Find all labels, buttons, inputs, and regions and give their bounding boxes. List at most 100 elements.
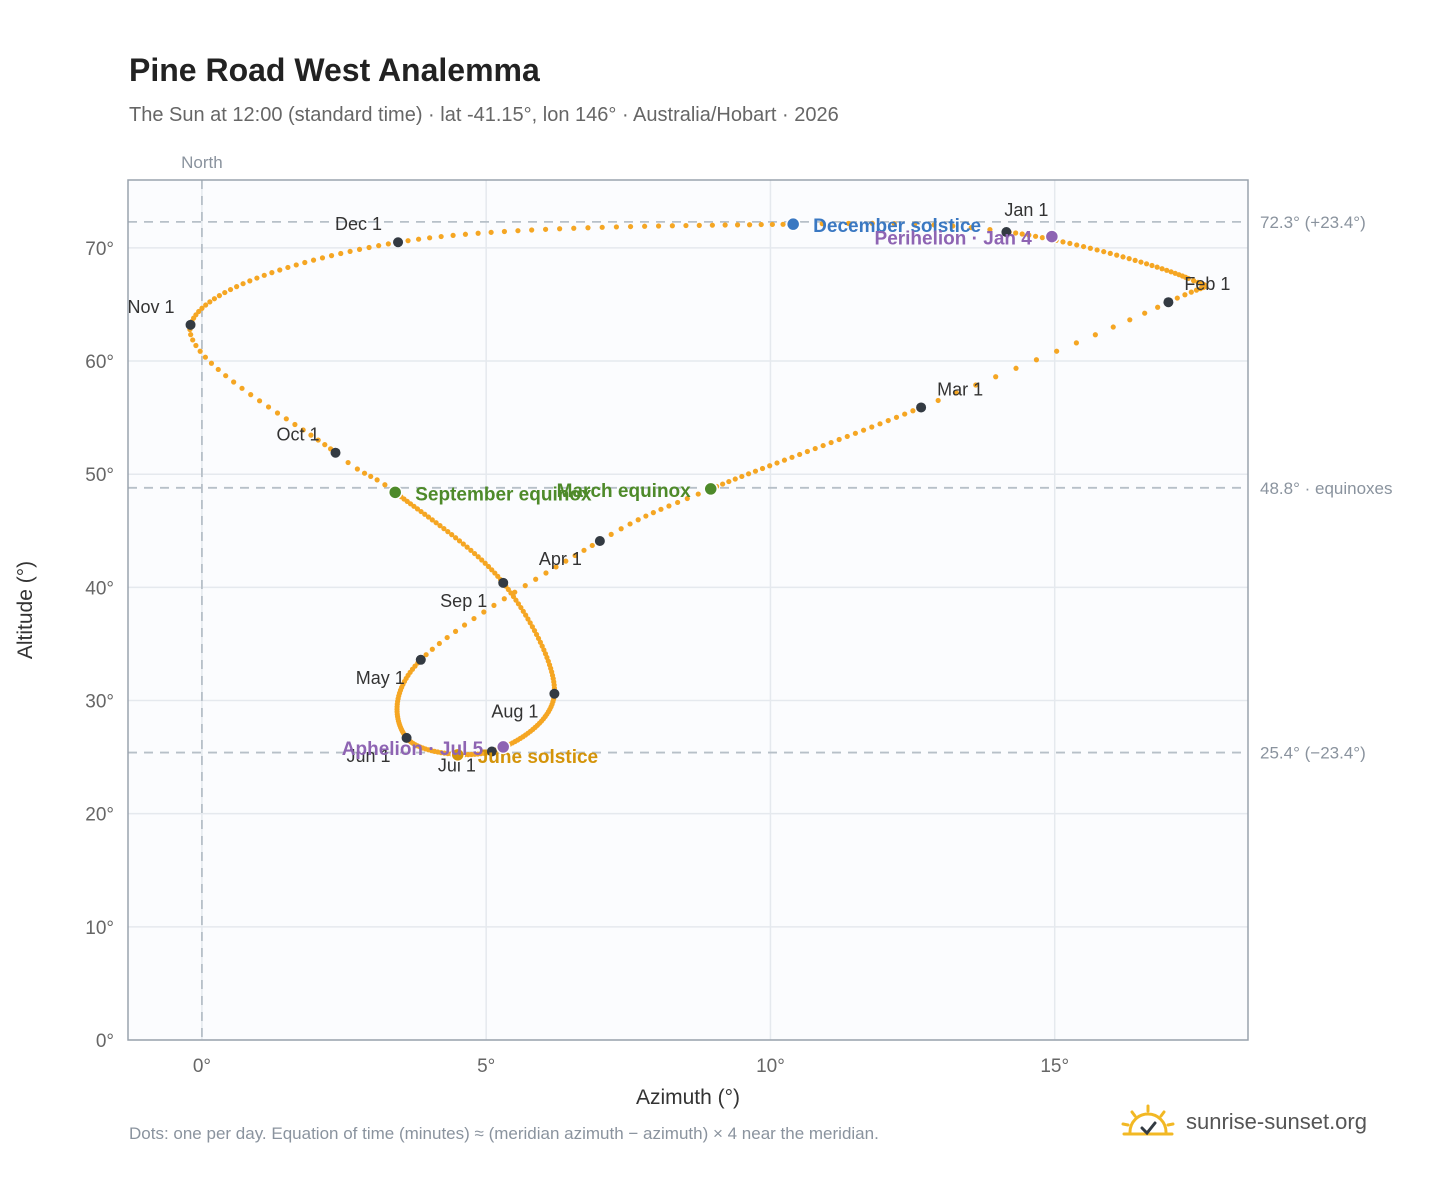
daily-dot: [385, 241, 391, 247]
daily-dot: [1127, 317, 1133, 323]
daily-dot: [589, 542, 595, 549]
daily-dot: [535, 635, 542, 642]
daily-dot: [910, 408, 916, 414]
month-label: Sep 1: [440, 591, 487, 611]
daily-dot: [1092, 332, 1098, 338]
daily-dot: [599, 224, 605, 230]
event-marker: [1044, 229, 1060, 244]
daily-dot: [199, 305, 205, 311]
brand[interactable]: sunrise-sunset.org: [1120, 1102, 1367, 1142]
daily-dot: [382, 482, 388, 488]
daily-dot: [1155, 304, 1161, 310]
daily-dot: [1126, 256, 1132, 262]
daily-dot: [310, 257, 317, 263]
daily-dot: [869, 424, 875, 430]
daily-dot: [658, 506, 664, 512]
daily-dot: [274, 410, 281, 416]
daily-dot: [277, 267, 283, 273]
daily-dot: [453, 535, 459, 541]
month-label: Jul 1: [438, 755, 476, 775]
daily-dot: [953, 390, 960, 396]
daily-dot: [635, 517, 641, 523]
daily-dot: [1026, 232, 1032, 238]
y-tick-label: 30°: [85, 692, 114, 713]
daily-dot: [746, 222, 753, 228]
chart-subtitle: The Sun at 12:00 (standard time) · lat -…: [129, 104, 839, 126]
daily-dot: [797, 451, 803, 458]
daily-dot: [436, 640, 442, 647]
daily-dot: [902, 411, 908, 417]
daily-dot: [935, 397, 941, 404]
daily-dot: [227, 286, 234, 293]
y-tick-label: 0°: [96, 1031, 114, 1052]
daily-dot: [860, 427, 867, 433]
daily-dot: [1185, 275, 1191, 282]
daily-dot: [1188, 289, 1194, 295]
daily-dot: [533, 631, 540, 638]
daily-dot: [488, 229, 494, 235]
event-label: Aphelion · Jul 5: [342, 739, 484, 760]
month-label: Mar 1: [937, 379, 983, 399]
event-marker: [785, 216, 801, 232]
daily-dot: [627, 521, 633, 527]
daily-dot: [441, 526, 447, 532]
daily-dot: [302, 259, 308, 266]
daily-dot: [533, 576, 539, 582]
daily-dot: [1101, 249, 1107, 255]
daily-dot: [1073, 340, 1079, 346]
daily-dot: [203, 302, 209, 308]
month-marker: [594, 535, 605, 546]
daily-dot: [627, 223, 634, 230]
daily-dot: [571, 225, 577, 231]
daily-dot: [1132, 257, 1138, 263]
daily-dot: [739, 473, 745, 480]
daily-dot: [207, 299, 213, 305]
daily-dot: [613, 224, 620, 230]
daily-dot: [563, 558, 569, 564]
daily-dot: [422, 511, 428, 517]
daily-dot: [1054, 348, 1060, 354]
daily-dot: [520, 608, 526, 614]
y-tick-label: 20°: [85, 805, 114, 826]
daily-dot: [1107, 250, 1113, 256]
daily-dot: [1143, 261, 1150, 267]
daily-dot: [366, 244, 372, 251]
daily-dot: [415, 236, 422, 242]
reference-label: 25.4° (−23.4°): [1260, 744, 1366, 763]
month-marker: [498, 577, 509, 588]
event-marker: [703, 481, 718, 497]
daily-dot: [456, 538, 463, 544]
daily-dot: [1032, 233, 1039, 239]
daily-dot: [683, 222, 689, 229]
daily-dot: [553, 564, 559, 570]
daily-dot: [608, 531, 614, 537]
daily-dot: [968, 224, 974, 231]
daily-dot: [752, 468, 759, 474]
daily-dot: [1087, 245, 1093, 251]
daily-dot: [471, 550, 478, 557]
month-marker: [401, 732, 412, 743]
daily-dot: [292, 421, 298, 428]
daily-dot: [543, 570, 549, 576]
daily-dot: [1182, 292, 1188, 298]
daily-dot: [836, 436, 842, 443]
daily-dot: [452, 628, 459, 634]
daily-dot: [485, 563, 492, 570]
daily-dot: [1013, 365, 1019, 371]
axes: 0° 10° 20° 30° 40° 50° 60° 70° 0° 5° 10° 15° Azimuth…: [14, 239, 1069, 1109]
daily-dot: [745, 471, 752, 477]
daily-dot: [523, 612, 529, 618]
reference-label: 72.3° (+23.4°): [1260, 213, 1366, 232]
daily-dot: [912, 221, 918, 227]
daily-dot: [1110, 324, 1116, 330]
daily-dot: [675, 499, 681, 506]
daily-dot: [481, 609, 487, 615]
daily-dot: [427, 235, 433, 241]
daily-dot: [240, 281, 246, 287]
daily-dot: [193, 342, 199, 349]
month-label: Aug 1: [491, 702, 538, 722]
daily-dot: [780, 221, 786, 227]
daily-dot: [256, 398, 263, 404]
daily-dot: [196, 308, 202, 315]
daily-dot: [557, 226, 563, 232]
